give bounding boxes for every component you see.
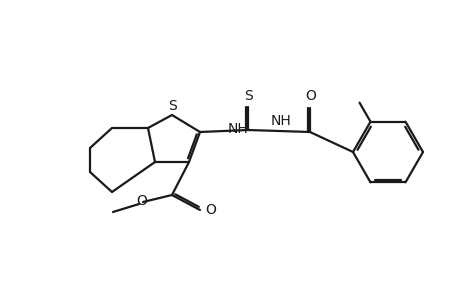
- Text: NH: NH: [270, 114, 291, 128]
- Text: S: S: [168, 99, 177, 113]
- Text: S: S: [244, 89, 253, 103]
- Text: O: O: [205, 203, 215, 217]
- Text: NH: NH: [228, 122, 248, 136]
- Text: O: O: [136, 194, 147, 208]
- Text: O: O: [305, 89, 316, 103]
